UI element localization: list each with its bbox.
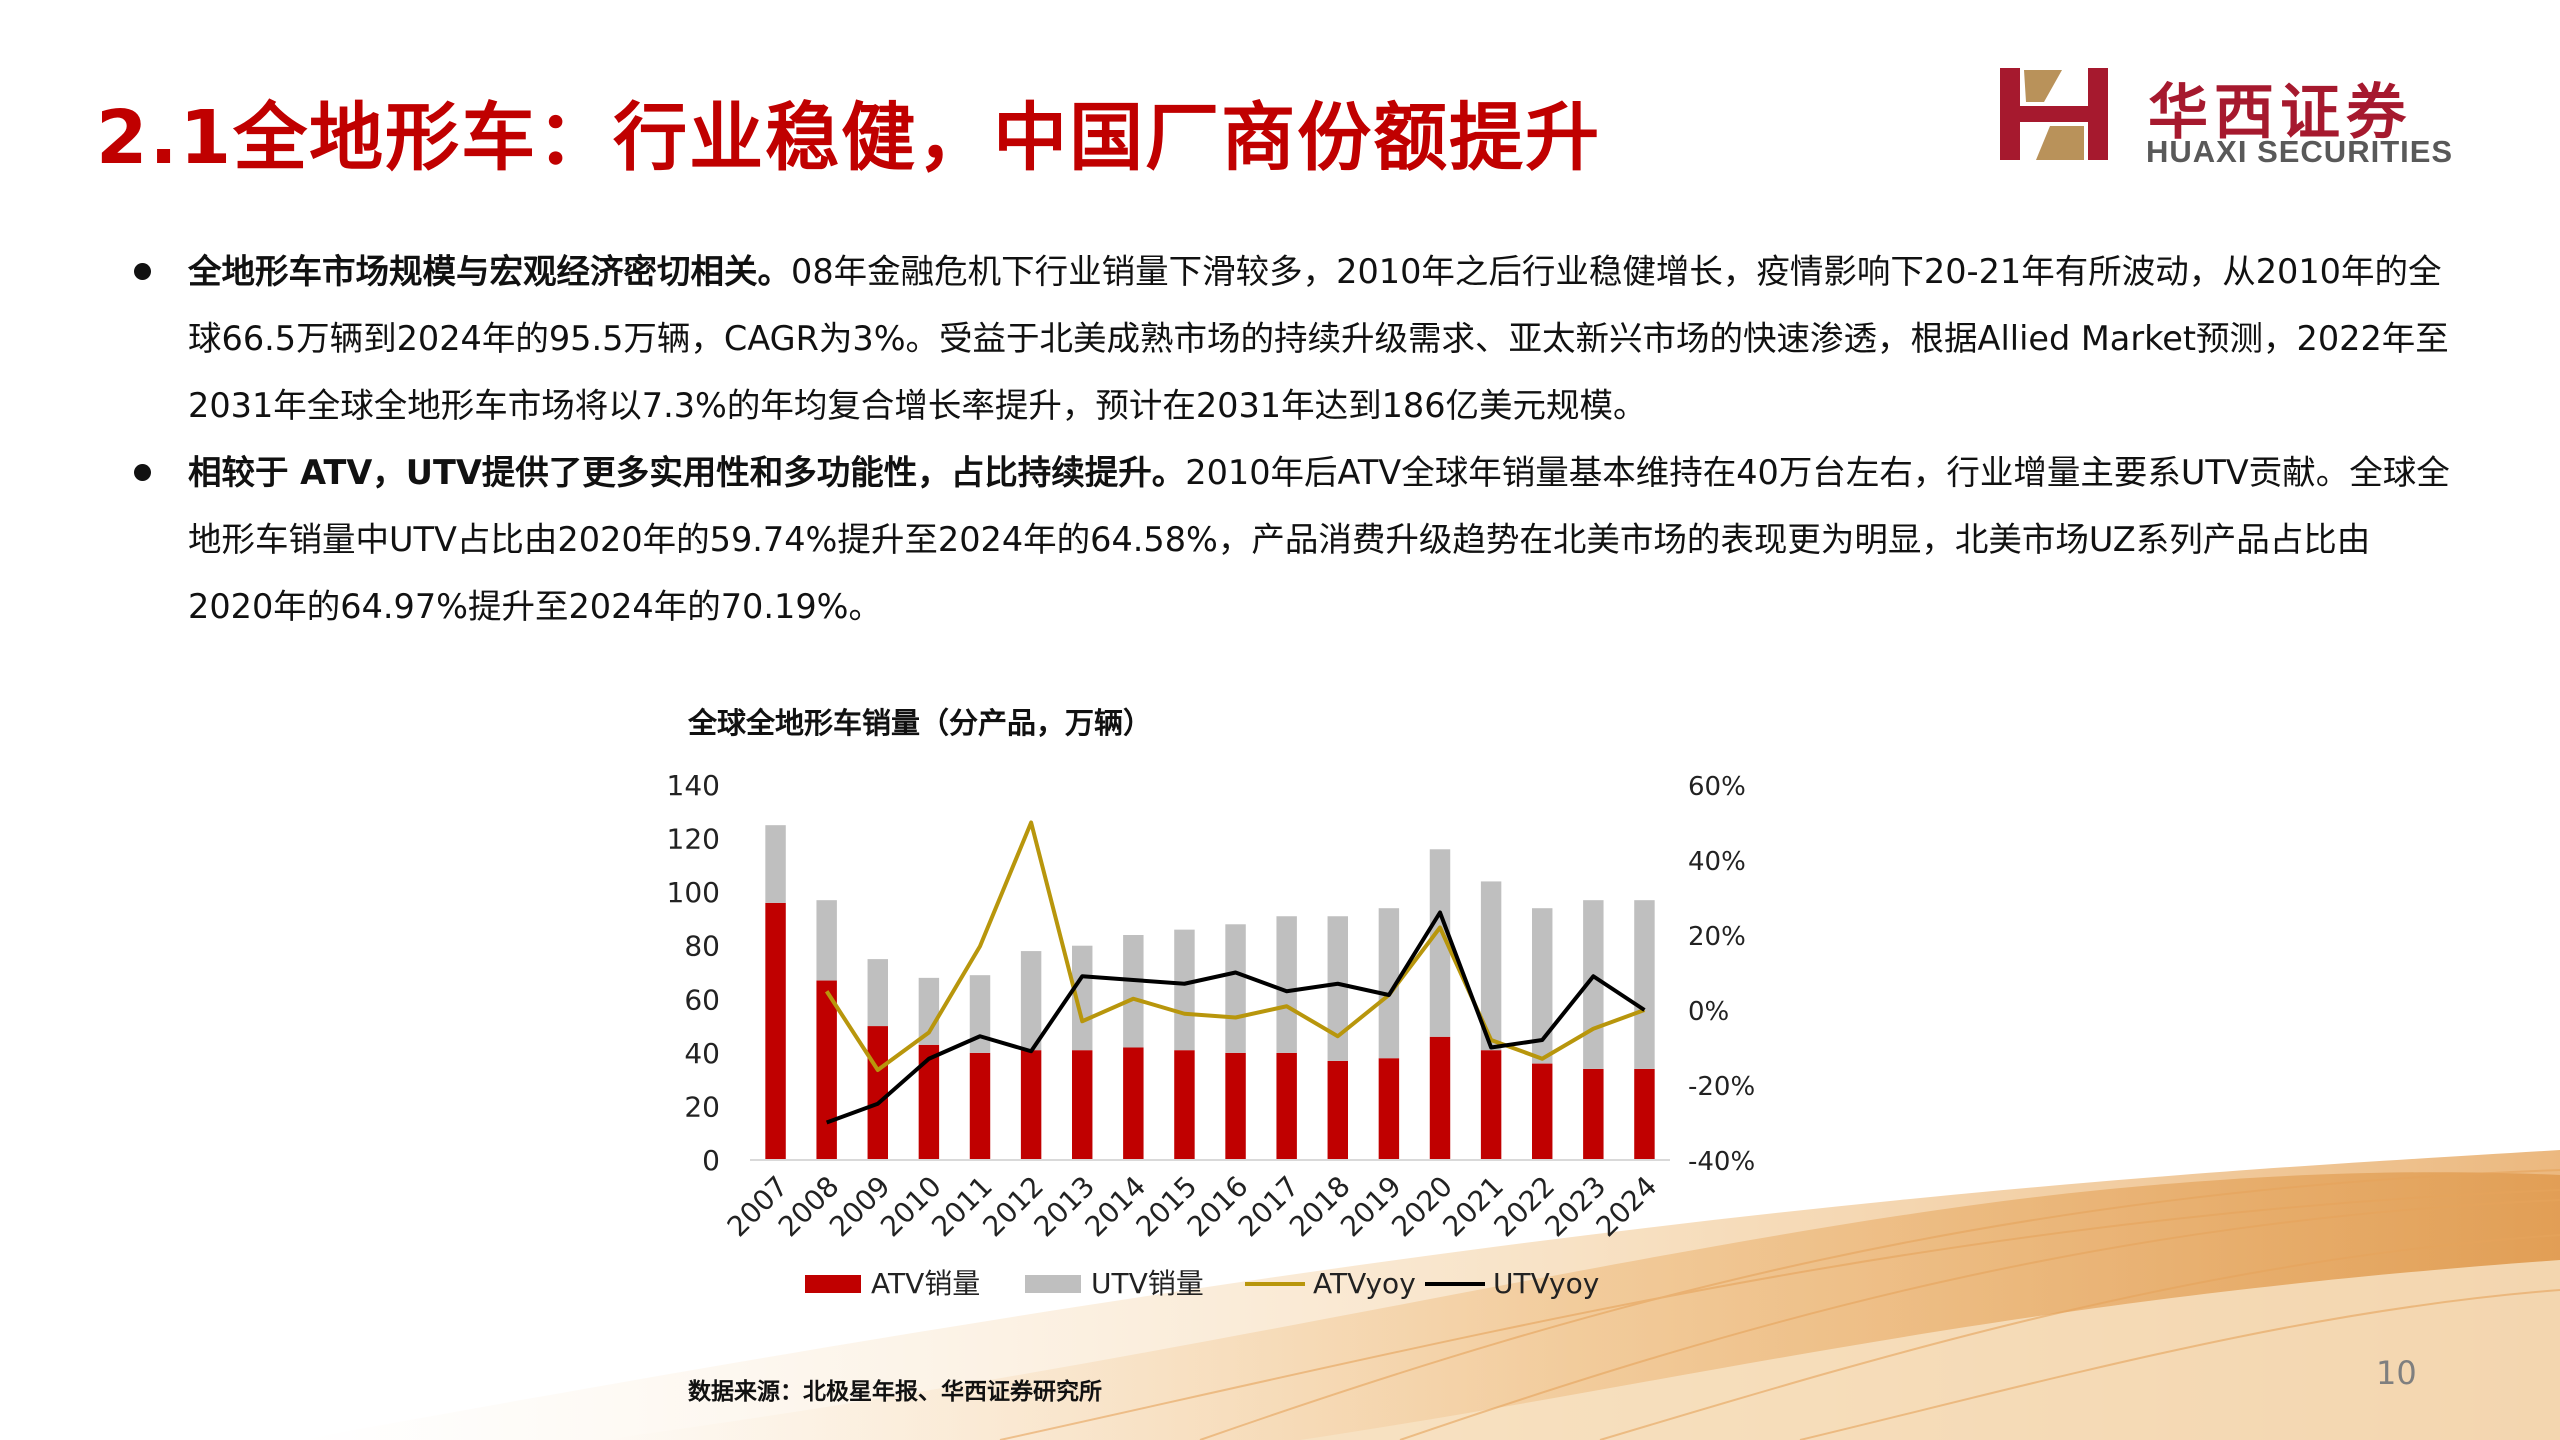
- right-axis-tick-label: 0%: [1688, 997, 1729, 1027]
- utv-bar: [1020, 951, 1042, 1051]
- bullet-dot-icon: [134, 263, 151, 280]
- utv-bar: [1378, 908, 1400, 1059]
- atv-bar: [867, 1026, 888, 1160]
- atv-bar: [1174, 1050, 1195, 1160]
- utv-bar: [816, 900, 837, 981]
- bullet-item: 相较于 ATV，UTV提供了更多实用性和多功能性，占比持续提升。2010年后AT…: [120, 439, 2450, 640]
- bullet-heading: 相较于 ATV，UTV提供了更多实用性和多功能性，占比持续提升。: [188, 453, 1186, 492]
- utv-bar: [1072, 945, 1093, 1051]
- atv-bar: [1378, 1058, 1400, 1160]
- page-number: 10: [2376, 1354, 2417, 1392]
- bullet-list: 全地形车市场规模与宏观经济密切相关。08年金融危机下行业销量下滑较多，2010年…: [120, 238, 2450, 640]
- utv-bar: [1480, 881, 1502, 1051]
- utv-bar: [918, 977, 940, 1045]
- bullet-text: 2010年后ATV全球年销量基本维持在40万台左右，行业增量主要系UTV贡献。全…: [188, 453, 2450, 626]
- bullet-heading: 全地形车市场规模与宏观经济密切相关。: [188, 252, 791, 291]
- source-note: 数据来源：北极星年报、华西证券研究所: [688, 1379, 1102, 1405]
- atv-bar: [765, 902, 786, 1160]
- left-axis-tick-label: 120: [667, 823, 720, 856]
- legend-label: UTVyoy: [1493, 1267, 1599, 1300]
- right-axis-tick-label: 20%: [1688, 922, 1746, 952]
- atv-bar: [1327, 1060, 1348, 1160]
- atv-bar: [1225, 1052, 1246, 1160]
- left-axis-tick-label: 80: [684, 930, 720, 963]
- page-title: 2.1全地形车：行业稳健，中国厂商份额提升: [96, 95, 1602, 181]
- atv-bar: [1429, 1036, 1451, 1160]
- left-axis-tick-label: 40: [684, 1037, 720, 1070]
- utv-bar: [969, 975, 991, 1053]
- atv-bar: [918, 1044, 940, 1160]
- huaxi-logo-icon: [2000, 68, 2108, 160]
- logo-english-name: HUAXI SECURITIES: [2146, 134, 2454, 169]
- utv-bar: [1276, 916, 1297, 1053]
- left-axis-tick-label: 20: [684, 1090, 720, 1123]
- atv-bar: [1276, 1052, 1297, 1160]
- utv-bar: [1327, 916, 1348, 1061]
- utv-bar: [867, 959, 888, 1027]
- left-axis-tick-label: 140: [667, 769, 720, 802]
- logo-chinese-name: 华西证券: [2148, 78, 2412, 148]
- right-axis-tick-label: -20%: [1688, 1072, 1755, 1102]
- atv-bar: [1480, 1050, 1502, 1160]
- atv-bar: [816, 980, 837, 1160]
- utv-bar: [1225, 924, 1246, 1053]
- utv-bar: [1532, 908, 1553, 1064]
- atv-bar: [1634, 1068, 1655, 1160]
- left-axis-tick-label: 0: [702, 1144, 720, 1177]
- sales-chart: 020406080100120140-40%-20%0%20%40%60%200…: [667, 769, 1756, 1300]
- right-axis-tick-label: -40%: [1688, 1147, 1755, 1177]
- legend-label: UTV销量: [1091, 1267, 1204, 1300]
- legend-swatch: [805, 1275, 861, 1293]
- legend-swatch: [1025, 1275, 1081, 1293]
- company-logo: 华西证券 HUAXI SECURITIES: [1996, 62, 2496, 172]
- right-axis-tick-label: 40%: [1688, 847, 1746, 877]
- x-axis-tick-label: 2024: [1590, 1170, 1664, 1244]
- utv-bar: [1123, 935, 1144, 1048]
- left-axis-tick-label: 60: [684, 983, 720, 1016]
- legend-label: ATVyoy: [1313, 1267, 1416, 1300]
- bullet-dot-icon: [134, 464, 151, 481]
- utv-bar: [765, 825, 786, 903]
- utv-bar: [1429, 849, 1451, 1037]
- utv-bar: [1634, 900, 1655, 1069]
- bullet-text: 08年金融危机下行业销量下滑较多，2010年之后行业稳健增长，疫情影响下20-2…: [188, 252, 2449, 425]
- atv-bar: [969, 1052, 991, 1160]
- bullet-item: 全地形车市场规模与宏观经济密切相关。08年金融危机下行业销量下滑较多，2010年…: [120, 238, 2450, 439]
- atv-bar: [1532, 1063, 1553, 1160]
- left-axis-tick-label: 100: [667, 876, 720, 909]
- chart-title: 全球全地形车销量（分产品，万辆）: [688, 706, 1153, 740]
- right-axis-tick-label: 60%: [1688, 772, 1746, 802]
- atv-bar: [1123, 1047, 1144, 1160]
- atv-bar: [1020, 1050, 1042, 1160]
- utv-yoy-line: [825, 910, 1646, 1125]
- atv-bar: [1072, 1050, 1093, 1160]
- legend-label: ATV销量: [871, 1267, 980, 1300]
- utv-bar: [1174, 929, 1195, 1051]
- atv-bar: [1583, 1068, 1604, 1160]
